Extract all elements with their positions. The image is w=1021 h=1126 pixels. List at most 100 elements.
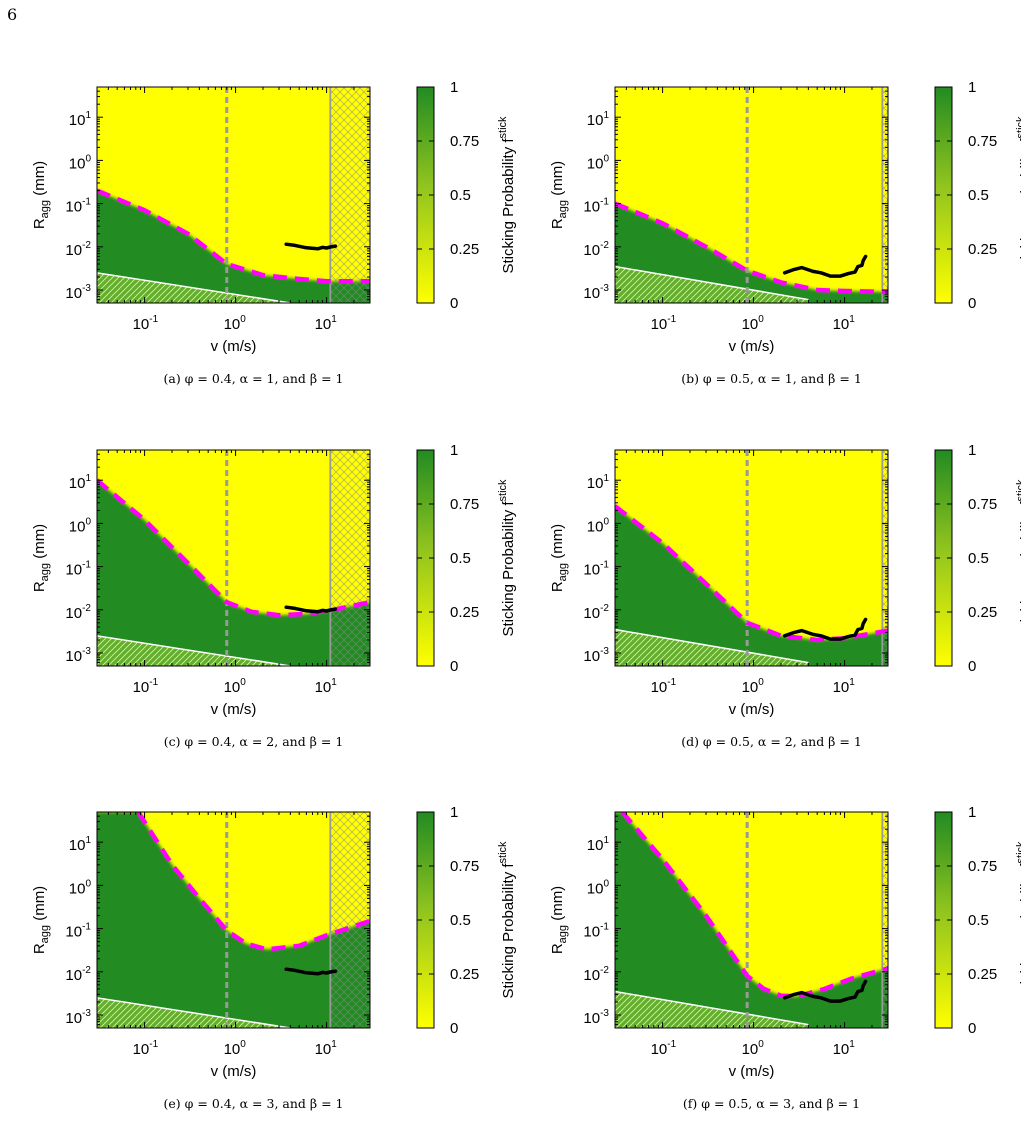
high-velocity-hatch — [330, 450, 370, 666]
y-tick-label: 10-2 — [583, 603, 609, 622]
lower-limit-line — [97, 997, 291, 1028]
y-tick-label: 10-3 — [65, 646, 91, 665]
chart-panel: 10-1 100 101 10-3 10-2 10-1 100 101 v (m/s) Ragg … — [549, 804, 1021, 1111]
colorbar-label: Sticking Probability fstick — [1015, 116, 1021, 274]
high-velocity-hatch — [330, 87, 370, 303]
x-tick-label: 10-1 — [133, 314, 159, 333]
high-probability-region — [615, 506, 888, 666]
y-axis-label: Ragg (mm) — [31, 886, 51, 954]
x-axis-label: v (m/s) — [729, 1063, 775, 1080]
x-axis-label: v (m/s) — [729, 701, 775, 718]
colorbar-tick-label: 1 — [968, 79, 976, 96]
y-tick-label: 10-3 — [65, 283, 91, 302]
y-tick-label: 10-1 — [65, 197, 91, 216]
x-tick-label: 100 — [742, 314, 765, 333]
y-tick-label: 101 — [69, 110, 92, 129]
y-tick-label: 10-3 — [65, 1008, 91, 1027]
y-tick-label: 101 — [69, 835, 92, 854]
y-axis-label: Ragg (mm) — [31, 524, 51, 592]
colorbar-tick-label: 0.25 — [968, 604, 997, 621]
threshold-curve — [620, 812, 888, 999]
y-tick-label: 10-2 — [65, 603, 91, 622]
high-velocity-hatch — [882, 450, 888, 666]
colorbar-tick-label: 0.75 — [450, 858, 479, 875]
x-axis-label: v (m/s) — [211, 701, 257, 718]
x-tick-label: 10-1 — [133, 1039, 159, 1058]
y-tick-label: 100 — [587, 153, 610, 172]
x-tick-label: 10-1 — [651, 314, 677, 333]
lower-limit-line — [615, 628, 809, 664]
y-tick-label: 100 — [69, 153, 92, 172]
colorbar-label: Sticking Probability fstick — [1015, 479, 1021, 637]
colorbar-tick-label: 0.75 — [968, 858, 997, 875]
colorbar-tick-label: 0.25 — [450, 966, 479, 983]
plot-area — [615, 812, 888, 1028]
trajectory-line — [284, 242, 338, 251]
colorbar-tick-label: 1 — [968, 442, 976, 459]
colorbar-tick-label: 0.75 — [968, 496, 997, 513]
x-tick-label: 101 — [833, 677, 856, 696]
colorbar-tick-label: 0.25 — [968, 966, 997, 983]
high-probability-region — [97, 190, 370, 303]
x-tick-label: 101 — [315, 677, 338, 696]
y-tick-label: 100 — [69, 516, 92, 535]
colorbar-label: Sticking Probability fstick — [497, 116, 517, 274]
panel-caption: (d) φ = 0.5, α = 2, and β = 1 — [681, 734, 862, 749]
colorbar-tick-label: 0 — [450, 295, 458, 312]
colorbar-tick-label: 0.25 — [450, 604, 479, 621]
x-axis-label: v (m/s) — [211, 338, 257, 355]
x-axis-label: v (m/s) — [729, 338, 775, 355]
x-tick-label: 100 — [742, 677, 765, 696]
x-tick-label: 101 — [315, 314, 338, 333]
chart-panel: 10-1 100 101 10-3 10-2 10-1 100 101 v (m/s) Ragg … — [31, 804, 517, 1111]
colorbar-tick-label: 0 — [968, 658, 976, 675]
y-axis-label: Ragg (mm) — [549, 886, 569, 954]
y-tick-label: 10-3 — [583, 283, 609, 302]
plot-frame — [614, 811, 889, 1029]
plot-frame — [614, 449, 889, 667]
colorbar-tick-label: 0.5 — [450, 187, 471, 204]
y-tick-label: 101 — [587, 835, 610, 854]
y-axis-label: Ragg (mm) — [549, 161, 569, 229]
panel-caption: (f) φ = 0.5, α = 3, and β = 1 — [683, 1096, 860, 1111]
lower-limit-line — [615, 265, 809, 301]
colorbar-tick-label: 0.75 — [450, 133, 479, 150]
x-tick-label: 10-1 — [651, 1039, 677, 1058]
y-tick-label: 10-3 — [583, 1008, 609, 1027]
plot-area — [615, 87, 888, 303]
y-tick-label: 100 — [587, 516, 610, 535]
panel-caption: (a) φ = 0.4, α = 1, and β = 1 — [163, 371, 343, 386]
y-tick-label: 10-1 — [583, 560, 609, 579]
high-probability-region — [615, 812, 888, 1028]
y-axis-label: Ragg (mm) — [549, 524, 569, 592]
page-number: 6 — [7, 5, 18, 24]
colorbar-tick-label: 0.5 — [450, 550, 471, 567]
x-tick-label: 100 — [224, 314, 247, 333]
x-tick-label: 101 — [315, 1039, 338, 1058]
x-axis-label: v (m/s) — [211, 1063, 257, 1080]
x-tick-label: 101 — [833, 314, 856, 333]
colorbar-tick-label: 0.25 — [450, 241, 479, 258]
plot-frame — [96, 811, 371, 1029]
plot-area — [97, 87, 370, 303]
y-tick-label: 100 — [69, 878, 92, 897]
y-tick-label: 10-1 — [583, 922, 609, 941]
threshold-curve — [97, 478, 370, 618]
chart-panel: 10-1 100 101 10-3 10-2 10-1 100 101 v (m/s) Ragg … — [31, 79, 517, 386]
colorbar-tick-label: 0.5 — [450, 912, 471, 929]
plot-area — [97, 812, 370, 1028]
colorbar-tick-label: 0.75 — [968, 133, 997, 150]
plot-area — [97, 450, 370, 666]
high-velocity-hatch — [882, 812, 888, 1028]
y-tick-label: 10-2 — [583, 240, 609, 259]
plot-area — [615, 450, 888, 666]
x-tick-label: 10-1 — [133, 677, 159, 696]
colorbar-tick-label: 0.25 — [968, 241, 997, 258]
x-tick-label: 100 — [224, 1039, 247, 1058]
y-tick-label: 10-2 — [583, 965, 609, 984]
lower-limit-hatch — [615, 266, 809, 303]
lower-limit-hatch — [615, 991, 809, 1028]
x-tick-label: 101 — [833, 1039, 856, 1058]
high-velocity-hatch — [330, 812, 370, 1028]
